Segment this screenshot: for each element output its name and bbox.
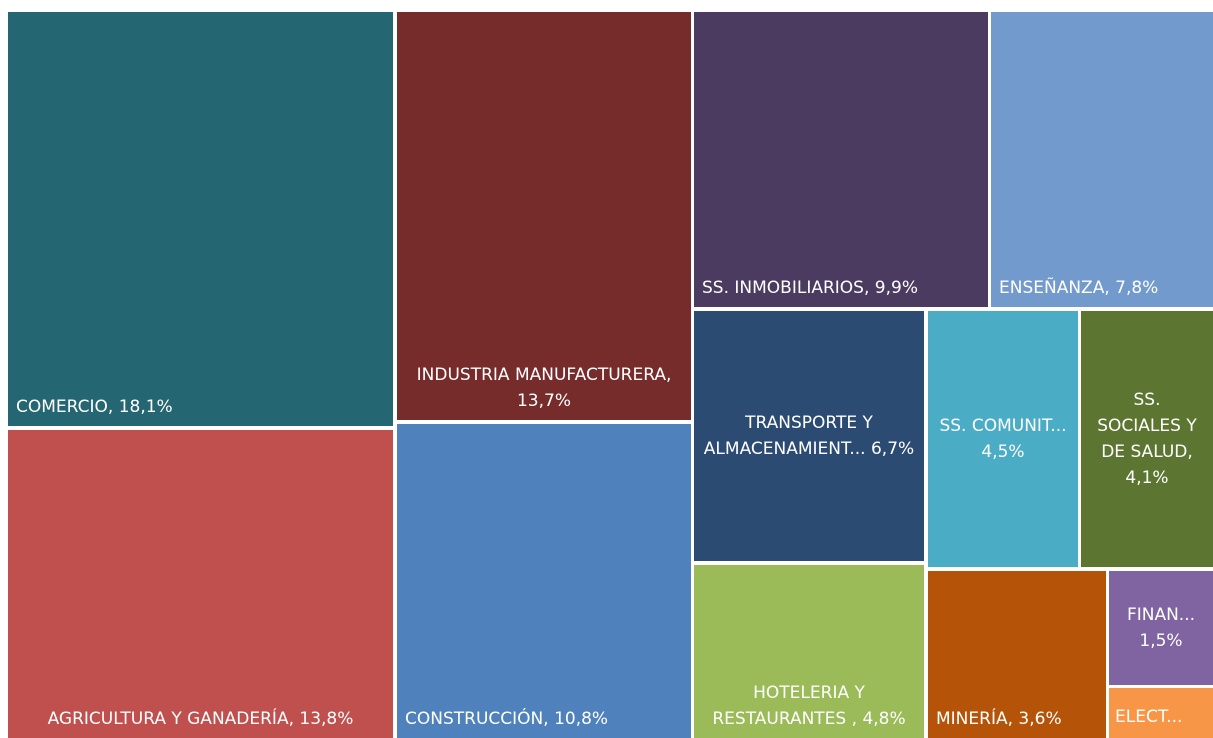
tile-label: ENSEÑANZA, 7,8% [999, 275, 1205, 301]
tile: CONSTRUCCIÓN, 10,8% [397, 424, 691, 738]
value-label: 18,1% [118, 397, 173, 417]
category-label: SS. INMOBILIARIOS, [702, 278, 870, 298]
value-label: 3,6% [1018, 709, 1062, 729]
tile-label: AGRICULTURA Y GANADERÍA, 13,8% [16, 706, 385, 732]
tile: COMERCIO, 18,1% [8, 12, 393, 426]
value-label: 10,8% [554, 709, 609, 729]
tile: SS. SOCIALES Y DE SALUD, 4,1% [1081, 311, 1213, 567]
tile-label: HOTELERIA Y RESTAURANTES , 4,8% [702, 680, 916, 732]
category-label: SS. COMUNIT... [939, 416, 1067, 436]
tile: SS. COMUNIT... 4,5% [928, 311, 1078, 567]
value-label: 9,9% [874, 278, 918, 298]
tile-label: SS. INMOBILIARIOS, 9,9% [702, 275, 980, 301]
tile: ELECT... [1109, 688, 1213, 738]
value-label: 7,8% [1115, 278, 1159, 298]
value-label: 4,1% [1125, 468, 1169, 488]
category-label: COMERCIO, [16, 397, 114, 417]
tile-label: SS. SOCIALES Y DE SALUD, 4,1% [1089, 387, 1205, 491]
tile-label: SS. COMUNIT... 4,5% [936, 413, 1070, 465]
tile-label: FINAN... 1,5% [1117, 602, 1205, 654]
tile-label: CONSTRUCCIÓN, 10,8% [405, 706, 683, 732]
category-label: INDUSTRIA MANUFACTURERA, [416, 365, 672, 385]
tile-label: TRANSPORTE Y ALMACENAMIENT... 6,7% [702, 410, 916, 462]
tile: TRANSPORTE Y ALMACENAMIENT... 6,7% [694, 311, 924, 561]
tile: MINERÍA, 3,6% [928, 571, 1106, 738]
category-label: AGRICULTURA Y GANADERÍA, [47, 709, 294, 729]
tile: SS. INMOBILIARIOS, 9,9% [694, 12, 988, 307]
tile: INDUSTRIA MANUFACTURERA, 13,7% [397, 12, 691, 420]
category-label: MINERÍA, [936, 709, 1013, 729]
tile-label: COMERCIO, 18,1% [16, 394, 385, 420]
value-label: 13,8% [299, 709, 354, 729]
tile-label: INDUSTRIA MANUFACTURERA, 13,7% [405, 362, 683, 414]
tile: HOTELERIA Y RESTAURANTES , 4,8% [694, 565, 924, 738]
tile: FINAN... 1,5% [1109, 571, 1213, 685]
value-label: 4,5% [981, 442, 1025, 462]
value-label: 6,7% [870, 439, 915, 459]
category-label: FINAN... [1126, 605, 1196, 625]
category-label: ENSEÑANZA, [999, 278, 1110, 298]
value-label: 1,5% [1139, 631, 1183, 651]
value-label: 4,8% [862, 709, 906, 729]
value-label: 13,7% [516, 391, 571, 411]
category-label: CONSTRUCCIÓN, [405, 709, 549, 729]
category-label: TRANSPORTE Y ALMACENAMIENT... [703, 413, 873, 459]
tile: ENSEÑANZA, 7,8% [991, 12, 1213, 307]
tile-label: MINERÍA, 3,6% [936, 706, 1098, 732]
tile-label: ELECT... [1115, 704, 1207, 730]
tile: AGRICULTURA Y GANADERÍA, 13,8% [8, 430, 393, 738]
category-label: HOTELERIA Y RESTAURANTES , [712, 683, 865, 729]
category-label: SS. SOCIALES Y DE SALUD, [1097, 390, 1197, 462]
category-label: ELECT... [1115, 707, 1183, 727]
